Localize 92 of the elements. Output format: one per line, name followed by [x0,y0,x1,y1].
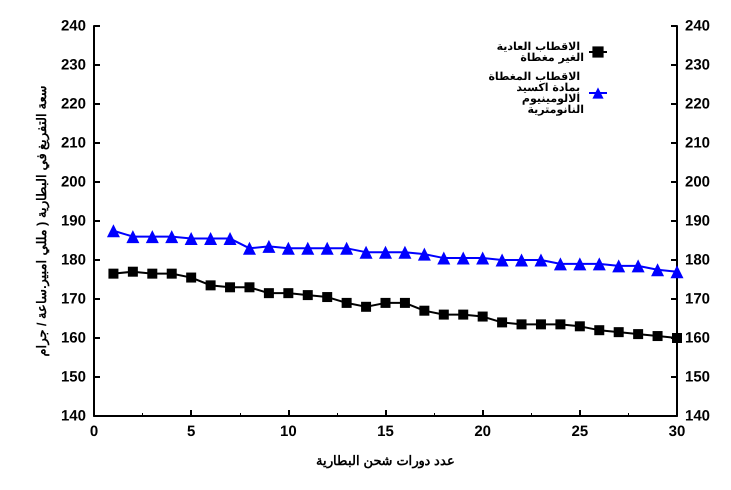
y-tick-label: 150 [60,368,86,386]
point [594,325,604,336]
point [496,254,509,266]
point [186,272,196,283]
point [146,230,159,244]
point [320,242,334,255]
y2-tick-label: 180 [685,252,710,268]
x-tick-label: 15 [377,423,394,440]
y-tick-label: 190 [60,212,86,230]
legend-label: الاقطاب المغطاة بمادة اكسيد الالومينيوم النانومترية [488,70,584,116]
point [476,252,490,265]
point [515,254,528,266]
point [282,242,295,255]
point [670,265,684,278]
point [184,232,198,246]
point [283,288,294,298]
y-axis-title: سعة التفريغ في البطارية ( مللي امبير.ساعة / جرام [34,85,50,357]
point [262,240,276,253]
point [166,268,177,279]
point [126,230,140,244]
y-tick-label: 220 [60,96,86,112]
x-tick-label: 30 [668,423,686,440]
y-tick-label: 210 [60,134,86,152]
point [301,242,314,255]
point [632,259,645,272]
point [516,319,527,330]
point [342,298,352,308]
point [225,282,236,292]
y-tick-label: 170 [60,290,86,308]
y2-tick-label: 170 [685,290,710,308]
point [534,254,548,266]
point [652,331,663,342]
x-tick-label: 20 [474,423,492,440]
point [574,321,585,332]
point [497,317,508,328]
y-tick-label: 180 [60,252,86,268]
point [242,242,256,255]
point [438,310,449,320]
x-tick-label: 25 [571,423,588,440]
point [437,252,450,265]
x-axis-title: عدد دورات شحن البطارية [316,453,455,469]
y-tick-label: 140 [60,408,86,424]
point [400,298,410,308]
point [224,232,237,246]
point [573,257,586,270]
point [633,329,644,340]
y2-tick-label: 150 [685,368,710,386]
y2-tick-label: 140 [685,408,710,424]
point [458,310,468,320]
legend-label: الاقطاب العادية الغير مغطاة [496,40,584,64]
point [612,259,626,272]
y-tick-label: 200 [60,174,86,190]
point [456,252,470,265]
x-tick-label: 0 [90,423,98,440]
point [554,257,567,270]
y-tick-label: 240 [60,18,86,34]
y2-tick-label: 230 [685,56,710,74]
point [536,319,546,330]
y2-tick-label: 190 [685,212,710,230]
point [419,306,430,316]
point [206,280,216,290]
point [418,248,431,261]
point [340,242,354,255]
point [379,246,392,259]
point [106,224,120,238]
point [244,282,254,292]
point [108,268,118,279]
point [555,319,566,330]
x-tick-label: 10 [280,423,297,440]
point [398,246,412,259]
point [361,302,372,312]
point [614,327,624,338]
point [478,312,488,322]
y2-tick-label: 160 [685,330,710,346]
point [651,263,664,276]
point [128,266,138,277]
point [360,246,373,259]
point [302,290,313,300]
point [592,257,606,270]
point [147,268,158,279]
y2-tick-label: 220 [685,96,710,112]
point [322,292,332,302]
y2-tick-label: 210 [685,134,710,152]
point [165,230,178,244]
point [204,232,218,246]
y-tick-label: 230 [60,56,86,74]
point [264,288,274,298]
y2-tick-label: 200 [685,174,710,190]
y-tick-label: 160 [60,330,86,346]
x-tick-label: 5 [186,423,196,440]
y2-tick-label: 240 [685,18,710,34]
point [380,298,390,308]
